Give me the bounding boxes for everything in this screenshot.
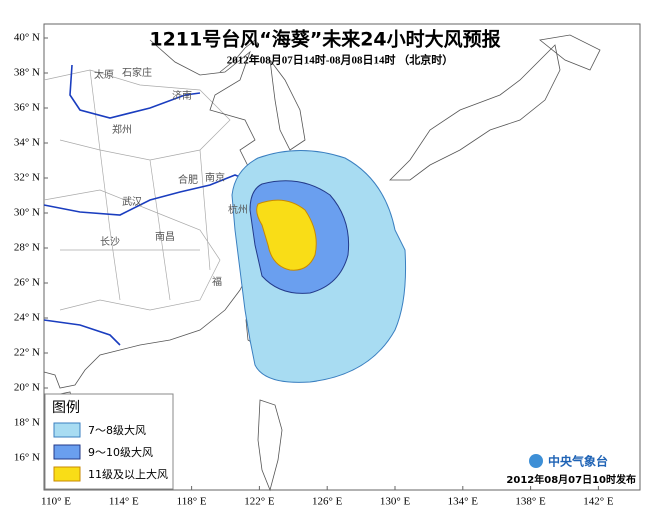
legend-label: 7～8级大风 <box>88 423 146 437</box>
city-label: 郑州 <box>112 123 132 136</box>
lat-label: 40° N <box>14 32 40 44</box>
agency: 中央气象台 <box>548 454 608 469</box>
lon-label: 110° E <box>41 496 71 508</box>
city-label: 石家庄 <box>122 66 152 79</box>
city-label: 长沙 <box>100 236 120 248</box>
footer: 中央气象台 2012年08月07日10时发布 <box>506 454 636 487</box>
lon-label: 138° E <box>515 496 546 508</box>
lat-label: 20° N <box>14 382 40 394</box>
lat-label: 18° N <box>14 417 40 429</box>
legend-title: 图例 <box>52 400 80 416</box>
city-label: 合肥 <box>178 173 198 186</box>
city-labels: 太原 石家庄 济南 郑州 合肥 南京 武汉 杭州 长沙 南昌 福 <box>94 66 248 288</box>
legend-swatch <box>53 466 81 482</box>
lon-label: 114° E <box>109 496 139 508</box>
city-label: 杭州 <box>228 203 248 216</box>
wind-zones <box>231 150 407 383</box>
legend-label: 11级及以上大风 <box>88 467 168 481</box>
lat-label: 30° N <box>14 207 40 219</box>
lon-label: 130° E <box>380 496 411 508</box>
lon-axis: 110° E 114° E 118° E 122° E 126° E 130° E 134°… <box>41 486 614 508</box>
lat-label: 16° N <box>14 452 40 464</box>
city-label: 南昌 <box>155 230 175 243</box>
lon-label: 134° E <box>448 496 479 508</box>
lat-label: 28° N <box>14 242 40 254</box>
city-label: 福 <box>212 275 222 288</box>
issued: 2012年08月07日10时发布 <box>506 473 636 486</box>
legend-swatch <box>53 444 81 460</box>
lat-label: 24° N <box>14 312 40 324</box>
lat-label: 22° N <box>14 347 40 359</box>
legend-swatch <box>53 422 81 438</box>
city-label: 南京 <box>205 171 225 184</box>
lat-axis: 40° N 38° N 36° N 34° N 32° N 30° N 28° N 26° N… <box>14 32 48 464</box>
lon-label: 142° E <box>583 496 614 508</box>
lat-label: 34° N <box>14 137 40 149</box>
lon-label: 122° E <box>244 496 275 508</box>
city-label: 济南 <box>172 89 192 102</box>
lat-label: 32° N <box>14 172 40 184</box>
subtitle: 2012年08月07日14时-08月08日14时 （北京时） <box>227 53 453 67</box>
logo <box>529 454 543 468</box>
zone-11-plus <box>256 199 317 271</box>
lon-label: 126° E <box>312 496 343 508</box>
legend-label: 9～10级大风 <box>88 445 153 459</box>
legend: 图例 7～8级大风 9～10级大风 11级及以上大风 <box>44 393 174 490</box>
city-label: 武汉 <box>122 195 142 208</box>
city-label: 太原 <box>94 68 114 81</box>
lat-label: 26° N <box>14 277 40 289</box>
lon-label: 118° E <box>177 496 207 508</box>
lat-label: 36° N <box>14 102 40 114</box>
title: 1211号台风“海葵”未来24小时大风预报 <box>149 28 500 51</box>
lat-label: 38° N <box>14 67 40 79</box>
